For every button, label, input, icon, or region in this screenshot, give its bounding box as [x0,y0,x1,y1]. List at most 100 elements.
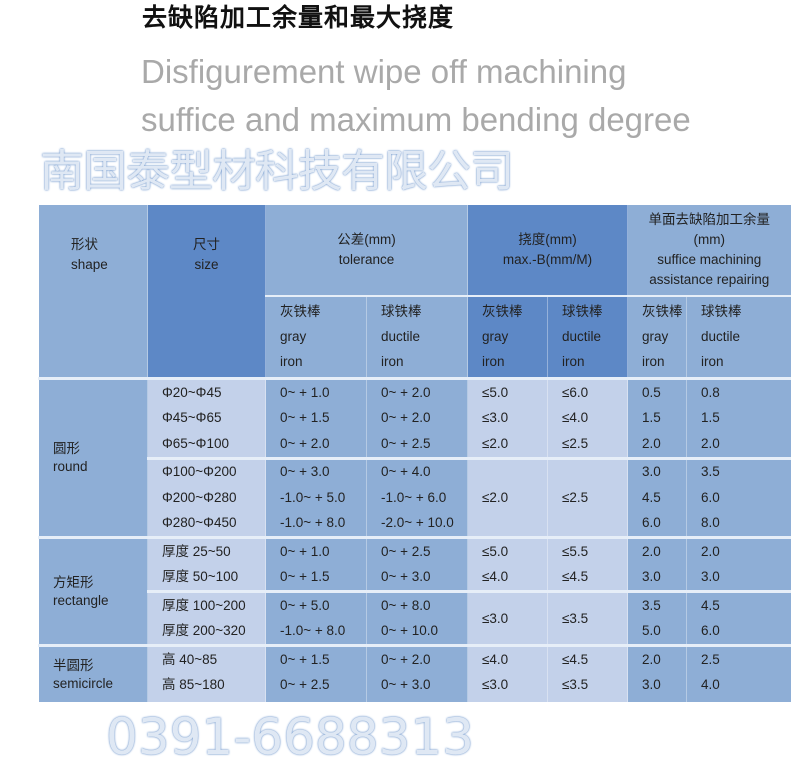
deflection-gray-cell: ≤4.0 [467,644,548,673]
title-english-line2: suffice and maximum bending degree [141,101,691,138]
table-row: 高 85~180 0~ + 2.5 0~ + 3.0 ≤3.0 ≤3.5 3.0 4.0 [39,672,791,698]
empty-cell [265,698,367,702]
repair-ductile-cell: 4.5 [686,590,791,619]
repair-ductile-cell: 4.0 [686,672,791,698]
subheader-ductile-iron: 球铁棒 ductile iron [547,295,628,379]
repair-gray-cell: 0.5 [627,377,687,406]
tolerance-ductile-cell: 0~ + 2.5 [365,536,468,565]
subheader-gray-en2: iron [280,354,303,369]
empty-cell [467,698,548,702]
deflection-gray-cell: ≤2.0 [467,456,548,538]
shape-cell: 半圆形 semicircle [38,644,148,702]
size-cell: 厚度 100~200 [147,590,266,619]
tolerance-gray-cell: 0~ + 1.0 [265,377,367,406]
tolerance-gray-cell: 0~ + 1.5 [265,644,367,673]
deflection-gray-cell: ≤3.0 [467,405,548,431]
repair-ductile-cell: 3.0 [686,564,791,592]
header-repair-cn: 单面去缺陷加工余量 [648,212,771,227]
size-cell: Φ280~Φ450 [147,510,266,538]
repair-ductile-cell: 2.0 [686,536,791,565]
deflection-gray-cell: ≤5.0 [467,377,548,406]
repair-gray-cell: 3.0 [627,564,687,592]
subheader-ductile-en1: ductile [381,329,421,344]
tolerance-gray-cell: 0~ + 1.0 [265,536,367,565]
repair-gray-cell: 4.5 [627,485,687,511]
tolerance-gray-cell: 0~ + 3.0 [265,456,367,485]
tolerance-ductile-cell: 0~ + 3.0 [365,672,468,698]
shape-cn: 方矩形 [53,574,94,590]
watermark-company: 南国泰型材科技有限公司 [40,146,514,197]
repair-gray-cell: 3.0 [627,672,687,698]
size-cell: Φ100~Φ200 [147,456,266,485]
table-row: 厚度 100~200 0~ + 5.0 0~ + 8.0 ≤3.0 ≤3.5 3.5 4.5 [39,590,791,646]
table-row: Φ200~Φ280 -1.0~ + 5.0 -1.0~ + 6.0 4.5 6.0 [39,485,791,511]
tolerance-ductile-cell: -2.0~ + 10.0 [365,510,468,538]
subheader-gray-iron: 灰铁棒 gray iron [467,295,548,379]
repair-gray-cell: 2.0 [627,536,687,565]
shape-cn: 半圆形 [53,657,94,673]
title-english: Disfigurement wipe off machining suffice… [141,48,691,144]
shape-en: semicircle [53,675,114,691]
subheader-ductile-en1: ductile [701,329,741,344]
watermark-phone: 0391-6688313 [106,708,474,766]
repair-ductile-cell: 6.0 [686,618,791,646]
header-deflection: 挠度(mm) max.-B(mm/M) [467,205,628,296]
header-shape-cn: 形状 [71,237,98,252]
header-size: 尺寸 size [147,205,266,379]
size-cell: Φ20~Φ45 [147,377,266,406]
table-bottom-spacer [39,698,791,702]
tolerance-gray-cell: 0~ + 2.0 [265,431,367,458]
repair-gray-cell: 1.5 [627,405,687,431]
table-row: Φ280~Φ450 -1.0~ + 8.0 -2.0~ + 10.0 6.0 8.0 [39,510,791,538]
subheader-ductile-cn: 球铁棒 [381,304,422,319]
size-cell: Φ65~Φ100 [147,431,266,458]
tolerance-ductile-cell: 0~ + 10.0 [365,618,468,646]
size-cell: 高 40~85 [147,644,266,673]
empty-cell [547,698,628,702]
repair-ductile-cell: 3.5 [686,456,791,485]
table-row: Φ100~Φ200 0~ + 3.0 0~ + 4.0 ≤2.0 ≤2.5 3.0 3.5 [39,456,791,538]
table-row: 厚度 200~320 -1.0~ + 8.0 0~ + 10.0 5.0 6.0 [39,618,791,646]
deflection-ductile-cell: ≤4.5 [547,644,628,673]
tolerance-ductile-cell: 0~ + 2.0 [365,405,468,431]
header-tolerance-cn: 公差(mm) [337,232,396,247]
tolerance-gray-cell: 0~ + 1.5 [265,405,367,431]
repair-gray-cell: 5.0 [627,618,687,646]
subheader-gray-en1: gray [280,329,307,344]
table-row: 方矩形 rectangle 厚度 25~50 0~ + 1.0 0~ + 2.5 ≤5.0… [38,536,791,646]
subheader-gray-iron: 灰铁棒 gray iron [265,295,367,379]
shape-cell: 方矩形 rectangle [38,536,148,646]
shape-cn: 圆形 [53,441,80,456]
subheader-ductile-en2: iron [381,354,404,369]
deflection-ductile-cell: ≤3.5 [547,590,628,646]
repair-gray-cell: 3.0 [627,456,687,485]
subheader-ductile-en1: ductile [562,329,602,344]
repair-ductile-cell: 2.0 [686,431,791,458]
machining-table: 形状 shape 尺寸 size 公差(mm) tolerance 挠度(mm) max… [38,205,791,702]
repair-gray-cell: 2.0 [627,431,687,458]
deflection-ductile-cell: ≤4.0 [547,405,628,431]
deflection-gray-cell: ≤2.0 [467,431,548,458]
shape-cell: 圆形 round [38,377,148,538]
deflection-ductile-cell: ≤5.5 [547,536,628,565]
subheader-ductile-iron: 球铁棒 ductile iron [365,295,468,379]
repair-gray-cell: 6.0 [627,510,687,538]
repair-gray-cell: 3.5 [627,590,687,619]
header-repair-en2: assistance repairing [649,272,770,287]
empty-cell [147,698,266,702]
header-size-en: size [194,257,219,272]
header-repair-en1: suffice machining [657,252,762,267]
subheader-ductile-cn: 球铁棒 [562,304,603,319]
size-cell: 高 85~180 [147,672,266,698]
subheader-gray-en2: iron [642,354,665,369]
header-shape-en: shape [71,257,108,272]
header-repair-unit: (mm) [693,232,726,247]
repair-ductile-cell: 6.0 [686,485,791,511]
deflection-gray-cell: ≤4.0 [467,564,548,592]
repair-ductile-cell: 8.0 [686,510,791,538]
deflection-ductile-cell: ≤3.5 [547,672,628,698]
deflection-ductile-cell: ≤6.0 [547,377,628,406]
tolerance-ductile-cell: 0~ + 2.0 [365,377,468,406]
header-tolerance: 公差(mm) tolerance [264,205,468,296]
subheader-gray-cn: 灰铁棒 [642,304,683,319]
